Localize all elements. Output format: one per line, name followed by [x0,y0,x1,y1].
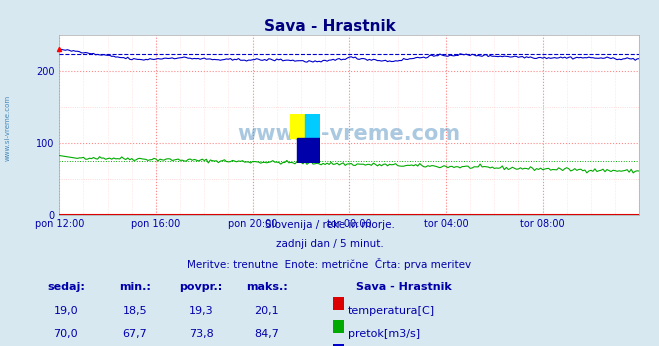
Text: pretok[m3/s]: pretok[m3/s] [348,329,420,339]
Text: temperatura[C]: temperatura[C] [348,306,435,316]
Text: www.si-vreme.com: www.si-vreme.com [238,124,461,144]
Text: sedaj:: sedaj: [47,282,85,292]
Text: Slovenija / reke in morje.: Slovenija / reke in morje. [264,220,395,230]
Text: 73,8: 73,8 [188,329,214,339]
Text: 67,7: 67,7 [123,329,148,339]
Text: Sava - Hrastnik: Sava - Hrastnik [356,282,451,292]
Text: 19,0: 19,0 [53,306,78,316]
Text: 18,5: 18,5 [123,306,148,316]
Text: 84,7: 84,7 [254,329,279,339]
Text: maks.:: maks.: [246,282,288,292]
Text: 19,3: 19,3 [188,306,214,316]
Bar [290,114,304,138]
Bar [304,114,320,138]
Text: min.:: min.: [119,282,151,292]
Text: povpr.:: povpr.: [179,282,223,292]
Text: www.si-vreme.com: www.si-vreme.com [5,95,11,161]
Text: Sava - Hrastnik: Sava - Hrastnik [264,19,395,34]
Text: 70,0: 70,0 [53,329,78,339]
Bar [297,138,320,163]
Text: zadnji dan / 5 minut.: zadnji dan / 5 minut. [275,239,384,249]
Text: 20,1: 20,1 [254,306,279,316]
Text: Meritve: trenutne  Enote: metrične  Črta: prva meritev: Meritve: trenutne Enote: metrične Črta: … [187,258,472,270]
